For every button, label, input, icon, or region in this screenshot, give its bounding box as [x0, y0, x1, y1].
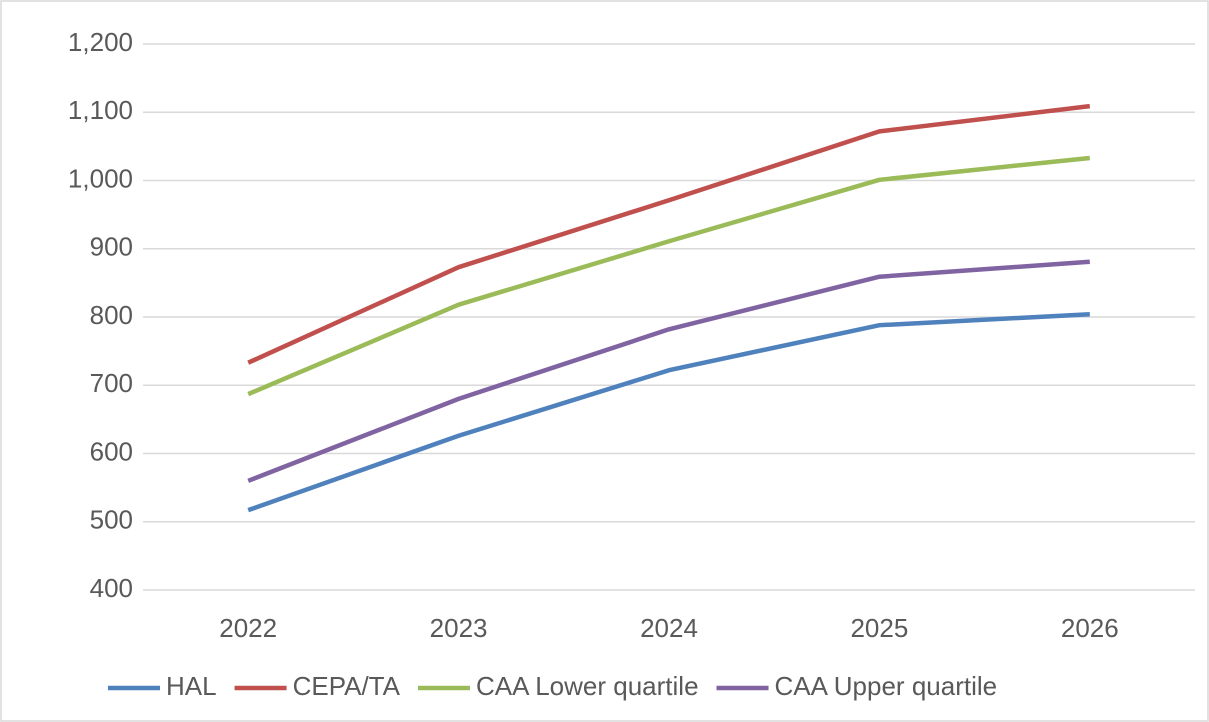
- y-tick-label: 1,100: [68, 95, 133, 125]
- line-series: [247, 103, 1091, 365]
- x-tick-label: 2025: [850, 613, 908, 643]
- line-series: [247, 312, 1090, 513]
- y-tick-label: 900: [90, 232, 133, 262]
- y-tick-label: 1,000: [68, 163, 133, 193]
- y-tick-label: 400: [90, 573, 133, 603]
- x-tick-label: 2024: [640, 613, 698, 643]
- x-tick-label: 2023: [430, 613, 488, 643]
- y-tick-label: 600: [90, 436, 133, 466]
- legend-label: CAA Lower quartile: [476, 671, 699, 701]
- x-tick-label: 2022: [219, 613, 277, 643]
- x-tick-label: 2026: [1061, 613, 1119, 643]
- y-tick-label: 1,200: [68, 27, 133, 57]
- legend-label: CAA Upper quartile: [775, 671, 998, 701]
- y-tick-label: 800: [90, 300, 133, 330]
- legend-label: HAL: [166, 671, 217, 701]
- line-series: [247, 155, 1091, 397]
- y-tick-label: 500: [90, 505, 133, 535]
- legend-label: CEPA/TA: [293, 671, 401, 701]
- line-series: [247, 259, 1090, 483]
- y-tick-label: 700: [90, 368, 133, 398]
